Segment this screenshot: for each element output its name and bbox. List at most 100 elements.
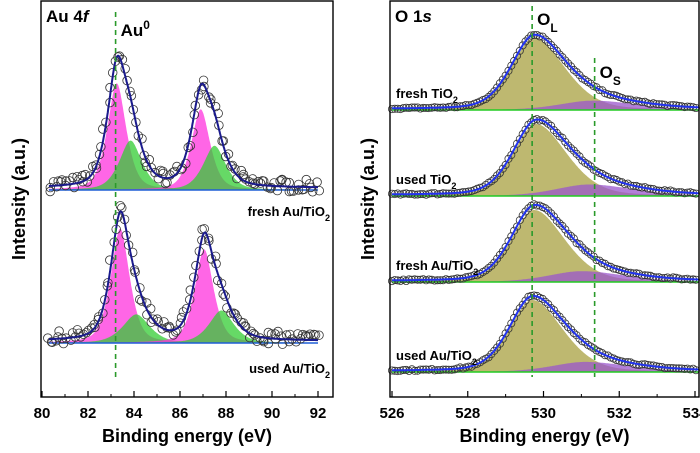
data-point [481, 266, 490, 275]
data-point [498, 75, 507, 84]
reference-label: OL [537, 10, 558, 35]
reference-label-part: 0 [143, 18, 150, 32]
x-tick-label: 80 [34, 405, 51, 422]
data-point [188, 127, 198, 138]
data-point [501, 71, 510, 80]
data-point [478, 183, 487, 192]
data-point [314, 330, 324, 340]
data-point [504, 324, 513, 333]
data-point [170, 327, 181, 337]
data-point [501, 329, 510, 338]
data-point [293, 179, 304, 190]
data-point [276, 331, 286, 341]
data-point [45, 182, 56, 193]
y-axis-title: Intensity (a.u.) [358, 138, 378, 260]
data-point [216, 278, 227, 289]
data-point [68, 172, 78, 183]
data-point [181, 158, 191, 169]
data-point [250, 330, 260, 340]
data-point [510, 56, 519, 65]
sample-label-part: 2 [325, 370, 330, 380]
data-point [561, 225, 570, 234]
data-point [476, 269, 485, 278]
x-tick-label: 92 [310, 405, 327, 422]
data-point [113, 52, 123, 62]
data-point [258, 335, 268, 346]
data-point [91, 160, 101, 170]
x-tick-label: 526 [379, 405, 404, 422]
data-point [291, 337, 301, 347]
data-point [476, 358, 485, 367]
data-point [561, 56, 570, 65]
sample-label-part: 2 [472, 357, 477, 367]
data-point [564, 59, 573, 68]
data-point [487, 177, 496, 186]
data-point [581, 76, 590, 85]
panel-title-part: O 1 [395, 7, 422, 26]
data-point [210, 101, 221, 112]
data-point [255, 178, 266, 188]
data-point [253, 176, 263, 187]
data-point [513, 308, 522, 317]
data-point [513, 139, 522, 148]
component-peak-green [48, 314, 319, 343]
data-point [262, 182, 273, 192]
data-point [552, 216, 561, 225]
sample-label-part: used Au/TiO [249, 361, 325, 376]
data-point [498, 334, 507, 343]
data-point [603, 173, 612, 182]
data-point [549, 126, 558, 135]
data-point [578, 156, 587, 165]
x-tick-label: 86 [172, 405, 189, 422]
data-point [484, 263, 493, 272]
data-point [549, 306, 558, 315]
sample-label-part: fresh Au/TiO [396, 258, 473, 273]
data-point [569, 328, 578, 337]
sample-label-part: 2 [325, 213, 330, 223]
spectrum-fresh-tio2: fresh TiO2 [387, 30, 700, 114]
fit-envelope [392, 118, 699, 196]
component-peak-pink [48, 83, 319, 190]
data-point [541, 35, 550, 44]
data-point [114, 51, 125, 61]
data-point [581, 246, 590, 255]
data-point [601, 351, 610, 360]
reference-label-part: L [550, 21, 557, 35]
data-point [185, 141, 196, 151]
component-peak-surface [392, 184, 699, 196]
data-point [84, 171, 95, 181]
data-point [521, 125, 530, 134]
x-tick-label: 534 [682, 405, 700, 422]
data-point [581, 338, 590, 347]
component-peak-lattice [392, 210, 699, 282]
component-peak-lattice [392, 38, 699, 110]
data-point [510, 226, 519, 235]
data-point [575, 152, 584, 161]
data-point [518, 300, 527, 309]
data-point [578, 243, 587, 252]
sample-label-part: fresh Au/TiO [248, 204, 325, 219]
data-point [137, 134, 147, 144]
reference-label: OS [600, 63, 621, 88]
data-point [481, 95, 490, 104]
sample-label: used Au/TiO2 [249, 361, 330, 380]
spectrum-fresh-au-tio2: fresh Au/TiO2 [45, 51, 330, 223]
data-point [90, 322, 100, 333]
data-point [146, 162, 157, 173]
x-tick-label: 90 [264, 405, 281, 422]
data-point [555, 50, 564, 59]
reference-label-part: O [600, 63, 613, 82]
component-peak-lattice [392, 300, 699, 372]
panel-title-part: s [422, 7, 431, 26]
data-point [521, 37, 530, 46]
data-point [80, 169, 90, 180]
data-point [498, 247, 507, 256]
sample-label-part: used Au/TiO [396, 348, 472, 363]
data-point [572, 68, 581, 77]
data-point [513, 51, 522, 60]
data-point [481, 180, 490, 189]
data-point [504, 66, 513, 75]
data-point [572, 149, 581, 158]
y-axis-title: Intensity (a.u.) [9, 138, 29, 260]
